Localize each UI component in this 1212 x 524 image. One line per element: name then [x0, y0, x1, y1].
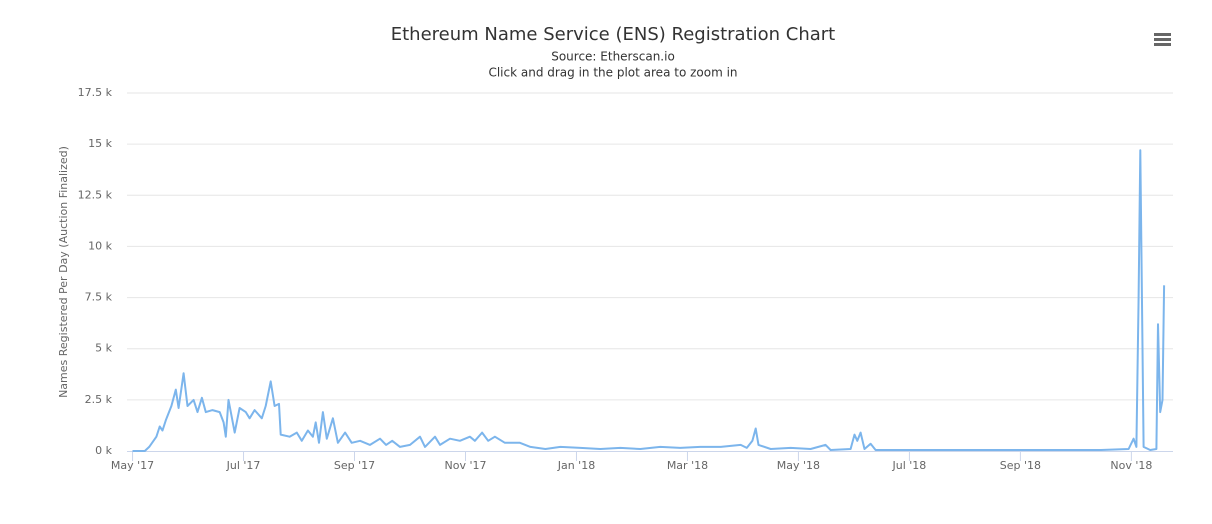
menu-bar	[1154, 33, 1171, 36]
y-tick-label: 10 k	[88, 239, 112, 252]
menu-bar	[1154, 38, 1171, 41]
chart-title: Ethereum Name Service (ENS) Registration…	[391, 24, 836, 45]
menu-button[interactable]	[1150, 28, 1174, 50]
x-tick-label: Jul '18	[892, 459, 927, 472]
y-tick-label: 0 k	[95, 444, 112, 457]
x-tick-label: Jan '18	[557, 459, 595, 472]
y-axis-title: Names Registered Per Day (Auction Finali…	[57, 146, 70, 398]
chart-subtitle: Source: Etherscan.io	[551, 50, 675, 64]
y-tick-label: 7.5 k	[85, 291, 113, 304]
y-tick-label: 2.5 k	[85, 393, 113, 406]
x-tick-label: Nov '17	[444, 459, 486, 472]
data-line	[132, 149, 1166, 452]
zoom-hint: Click and drag in the plot area to zoom …	[488, 66, 737, 80]
x-tick-label: Jul '17	[226, 459, 261, 472]
y-tick-label: 12.5 k	[78, 188, 113, 201]
x-tick-label: May '18	[777, 459, 820, 472]
x-tick-label: Sep '18	[1000, 459, 1041, 472]
x-tick-label: Nov '18	[1110, 459, 1152, 472]
y-tick-label: 17.5 k	[78, 86, 113, 99]
x-tick-label: Mar '18	[667, 459, 708, 472]
menu-bar	[1154, 43, 1171, 46]
y-tick-label: 5 k	[95, 342, 112, 355]
y-tick-label: 15 k	[88, 137, 112, 150]
x-tick-label: Sep '17	[334, 459, 375, 472]
x-tick-label: May '17	[111, 459, 154, 472]
